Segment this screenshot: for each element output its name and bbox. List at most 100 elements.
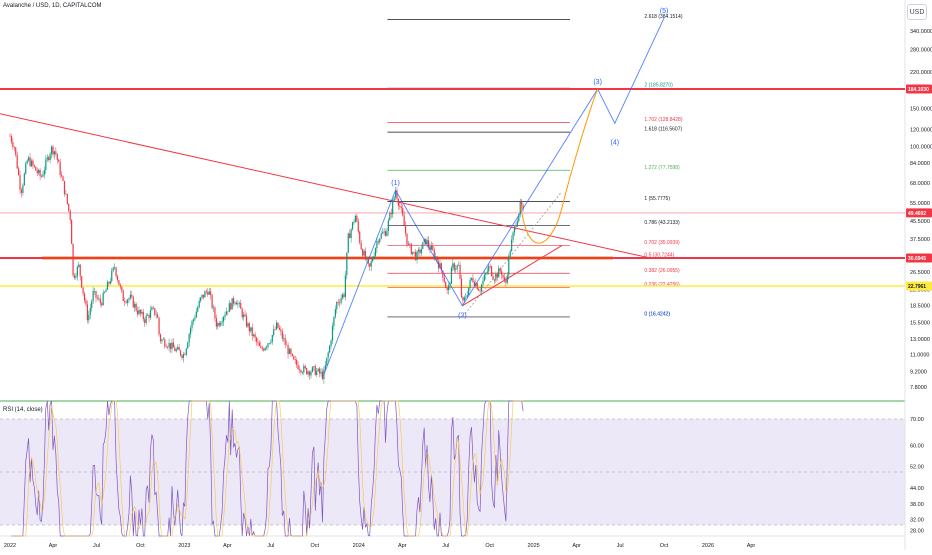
candle-body — [254, 334, 256, 338]
candle-body — [111, 270, 113, 282]
currency-button[interactable]: USD — [907, 4, 927, 20]
candle-body — [218, 323, 220, 326]
candle-body — [217, 323, 219, 327]
price-badge-label: 22.7961 — [908, 284, 926, 290]
x-tick-label: Oct — [311, 543, 320, 549]
candle-body — [162, 339, 164, 341]
candle-body — [333, 316, 335, 326]
candle-body — [85, 300, 87, 305]
candle-body — [417, 249, 420, 252]
price-badge — [906, 84, 932, 94]
x-tick-label: Oct — [485, 543, 494, 549]
y-tick-label: 280.0000 — [910, 47, 932, 53]
candle-body — [459, 265, 461, 279]
candle-body — [66, 193, 68, 204]
candle-body — [466, 295, 468, 298]
candle-body — [463, 297, 465, 301]
support-trendline — [462, 245, 563, 307]
candle-body — [270, 341, 272, 344]
candle-body — [394, 190, 397, 198]
candle-body — [177, 347, 179, 350]
candle-body — [22, 185, 24, 193]
candle-body — [393, 197, 395, 201]
candle-body — [400, 206, 402, 209]
candle-body — [383, 231, 385, 233]
candle-body — [293, 355, 295, 360]
fib-extension-label: 2.618 (384.1514) — [644, 14, 682, 20]
candle-body — [46, 157, 48, 160]
fib-retracement-label: 0 (16.4242) — [644, 311, 670, 317]
candle-body — [49, 153, 51, 160]
candle-body — [503, 277, 506, 281]
candle-body — [278, 327, 281, 330]
candle-body — [194, 317, 196, 320]
candle-body — [42, 174, 44, 177]
fib-extension-label: 1.702 (128.8428) — [644, 117, 682, 123]
candle-body — [62, 176, 64, 181]
candle-body — [138, 309, 140, 315]
candle-body — [277, 322, 279, 328]
candle-body — [135, 303, 137, 311]
wave-impulse-line — [322, 189, 396, 376]
y-tick-label: 55.0000 — [910, 201, 930, 207]
candle-body — [58, 159, 60, 163]
candle-body — [75, 276, 77, 278]
candle-body — [43, 170, 45, 175]
candle-body — [336, 301, 338, 310]
x-tick-label: Apr — [747, 543, 756, 549]
candle-body — [184, 354, 186, 355]
candle-body — [429, 246, 431, 250]
price-badges-layer: 184.1030 49.4692 30.6945 22.7961 — [906, 84, 932, 291]
wave-label: (3) — [593, 79, 602, 86]
candle-body — [422, 242, 424, 249]
candle-body — [204, 291, 206, 298]
candle-body — [191, 321, 193, 328]
chart-title: Avalanche / USD, 1D, CAPITALCOM — [3, 3, 102, 9]
candle-body — [382, 232, 384, 234]
candle-body — [29, 157, 31, 167]
rsi-tick-label: 38.00 — [910, 502, 924, 508]
candle-body — [330, 340, 332, 346]
candle-body — [86, 304, 88, 321]
candle-body — [32, 160, 34, 166]
candle-body — [221, 321, 223, 324]
candle-body — [377, 241, 379, 243]
projection-layer: (1) (2) (3) (4) (5) — [322, 8, 668, 376]
candle-body — [15, 147, 17, 155]
candle-body — [195, 311, 197, 318]
candle-body — [35, 166, 37, 171]
x-tick-label: Oct — [660, 543, 669, 549]
candle-body — [363, 250, 365, 256]
candle-body — [387, 220, 389, 231]
candle-body — [248, 323, 250, 332]
candle-body — [320, 371, 322, 374]
candle-body — [267, 343, 269, 347]
candle-body — [350, 229, 352, 239]
x-tick-label: Apr — [49, 543, 58, 549]
candle-body — [188, 334, 190, 343]
candle-body — [155, 314, 157, 316]
candle-body — [134, 303, 136, 308]
dotted-trendline — [462, 191, 563, 318]
wave-label: (1) — [391, 180, 400, 187]
x-tick-label: 2022 — [4, 543, 16, 549]
candle-body — [447, 285, 450, 291]
candle-body — [501, 271, 503, 275]
y-tick-label: 18.5000 — [910, 304, 930, 310]
candle-body — [409, 243, 411, 245]
candle-body — [211, 295, 213, 308]
candle-body — [109, 281, 111, 284]
candle-body — [212, 307, 215, 309]
y-tick-label: 11.0000 — [910, 353, 929, 359]
candle-body — [258, 342, 260, 347]
candle-body — [468, 287, 470, 296]
candle-body — [63, 180, 66, 195]
candle-body — [92, 291, 94, 302]
candle-body — [126, 299, 129, 303]
candle-body — [479, 290, 481, 292]
candle-body — [310, 371, 312, 376]
candle-body — [515, 226, 517, 227]
candle-body — [200, 297, 202, 301]
candle-body — [158, 317, 160, 335]
